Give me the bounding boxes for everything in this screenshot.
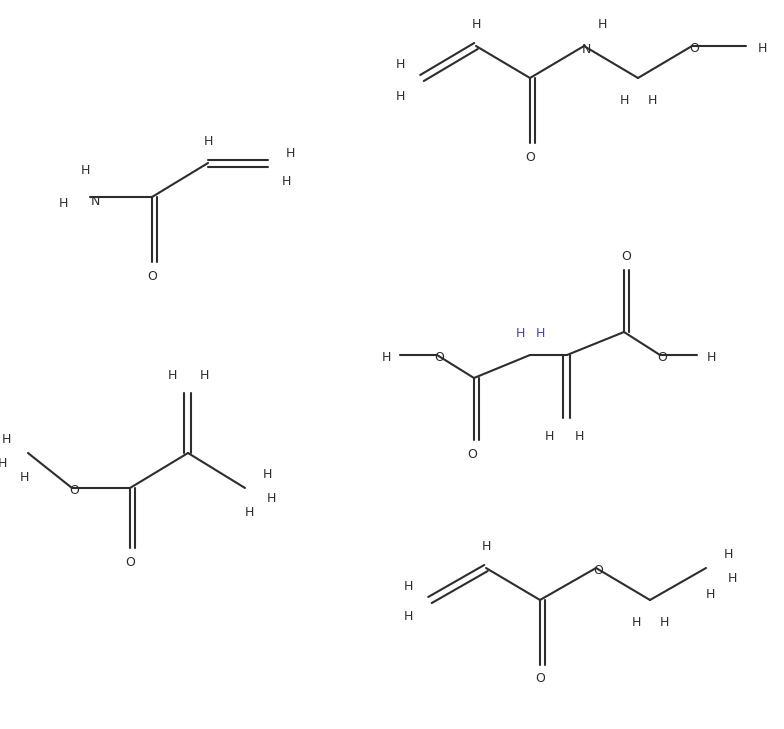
Text: H: H <box>2 432 11 445</box>
Text: H: H <box>381 351 390 364</box>
Text: H: H <box>403 609 412 623</box>
Text: H: H <box>403 580 412 593</box>
Text: N: N <box>90 195 100 208</box>
Text: O: O <box>467 448 477 461</box>
Text: H: H <box>199 368 209 381</box>
Text: H: H <box>263 467 272 480</box>
Text: H: H <box>544 429 554 443</box>
Text: H: H <box>706 351 716 364</box>
Text: H: H <box>395 58 405 71</box>
Text: H: H <box>167 368 176 381</box>
Text: O: O <box>69 483 79 496</box>
Text: H: H <box>659 615 669 628</box>
Text: H: H <box>706 588 715 601</box>
Text: N: N <box>581 42 590 55</box>
Text: H: H <box>285 147 295 160</box>
Text: O: O <box>147 270 157 283</box>
Text: H: H <box>631 615 641 628</box>
Text: H: H <box>281 174 291 187</box>
Text: O: O <box>621 249 631 262</box>
Text: H: H <box>648 93 657 106</box>
Text: H: H <box>757 42 767 55</box>
Text: H: H <box>58 197 67 209</box>
Text: H: H <box>481 539 491 553</box>
Text: O: O <box>525 150 535 163</box>
Text: O: O <box>689 42 699 55</box>
Text: O: O <box>434 351 444 364</box>
Text: O: O <box>125 555 135 569</box>
Text: H: H <box>203 134 212 147</box>
Text: H: H <box>395 90 405 103</box>
Text: H: H <box>728 572 737 585</box>
Text: H: H <box>597 17 607 31</box>
Text: H: H <box>515 327 524 340</box>
Text: O: O <box>593 564 603 577</box>
Text: H: H <box>80 163 89 176</box>
Text: H: H <box>619 93 629 106</box>
Text: O: O <box>657 351 667 364</box>
Text: H: H <box>0 456 7 469</box>
Text: H: H <box>267 491 276 504</box>
Text: H: H <box>535 327 545 340</box>
Text: H: H <box>575 429 583 443</box>
Text: H: H <box>20 470 29 483</box>
Text: O: O <box>535 672 545 685</box>
Text: H: H <box>471 17 481 31</box>
Text: H: H <box>724 547 733 561</box>
Text: H: H <box>245 505 254 518</box>
